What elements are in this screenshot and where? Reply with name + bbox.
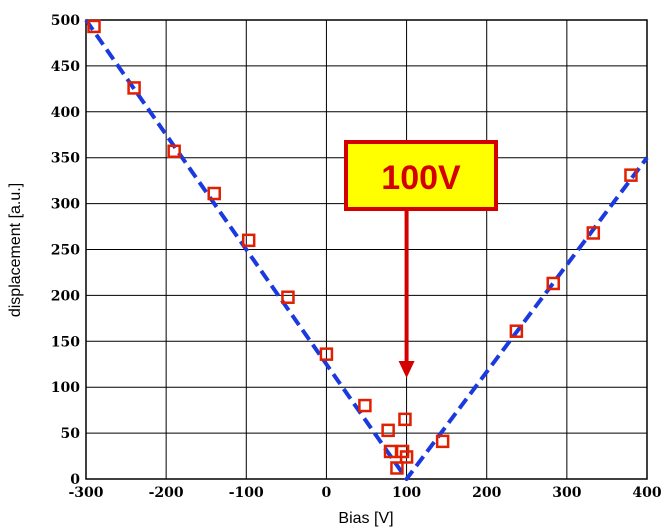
- x-tick-label: 100: [392, 485, 421, 501]
- x-tick-label: 400: [632, 485, 661, 501]
- y-tick-label: 350: [51, 151, 80, 167]
- data-point: [241, 233, 256, 248]
- y-tick-label: 250: [51, 243, 80, 259]
- data-point: [399, 450, 414, 464]
- x-tick-label: 200: [472, 485, 501, 501]
- x-tick-labels: -300 -200 -100 0 100 200 300 400: [68, 485, 661, 501]
- data-point: [509, 324, 524, 338]
- x-axis-label: Bias [V]: [338, 510, 393, 527]
- x-tick-label: -100: [229, 485, 264, 501]
- x-tick-label: 0: [322, 485, 332, 501]
- x-tick-label: -300: [68, 485, 103, 501]
- y-tick-label: 400: [51, 105, 80, 121]
- data-points: [87, 19, 638, 475]
- y-tick-label: 200: [51, 288, 80, 304]
- fit-line: [84, 18, 649, 481]
- data-point: [390, 461, 404, 475]
- annotation-text: 100V: [381, 159, 461, 197]
- y-axis-label: displacement [a.u.]: [7, 183, 24, 317]
- data-point: [167, 144, 181, 159]
- data-point: [87, 19, 101, 34]
- data-point: [358, 398, 372, 413]
- y-tick-label: 100: [51, 380, 80, 396]
- data-point: [207, 186, 221, 201]
- x-tick-label: -200: [149, 485, 184, 501]
- data-point: [127, 81, 141, 95]
- data-point: [319, 347, 334, 361]
- fit-line-path: [84, 18, 649, 481]
- y-tick-label: 50: [61, 426, 81, 442]
- y-tick-label: 450: [51, 59, 80, 75]
- annotation-callout: 100V: [344, 140, 498, 379]
- y-tick-label: 300: [51, 197, 80, 213]
- x-tick-label: 300: [552, 485, 581, 501]
- annotation-box: [344, 140, 498, 211]
- data-point: [281, 290, 295, 304]
- data-point: [586, 226, 601, 240]
- annotation-arrow-head: [398, 361, 415, 379]
- data-point: [624, 168, 638, 182]
- y-tick-label: 500: [51, 13, 80, 29]
- data-point: [435, 434, 450, 449]
- y-tick-label: 0: [70, 472, 80, 488]
- data-point: [398, 412, 412, 427]
- y-tick-label: 150: [51, 334, 80, 350]
- data-point: [381, 423, 395, 438]
- data-point: [546, 276, 560, 291]
- y-tick-labels: 0 50 100 150 200 250 300 350 400 450 500: [51, 13, 80, 488]
